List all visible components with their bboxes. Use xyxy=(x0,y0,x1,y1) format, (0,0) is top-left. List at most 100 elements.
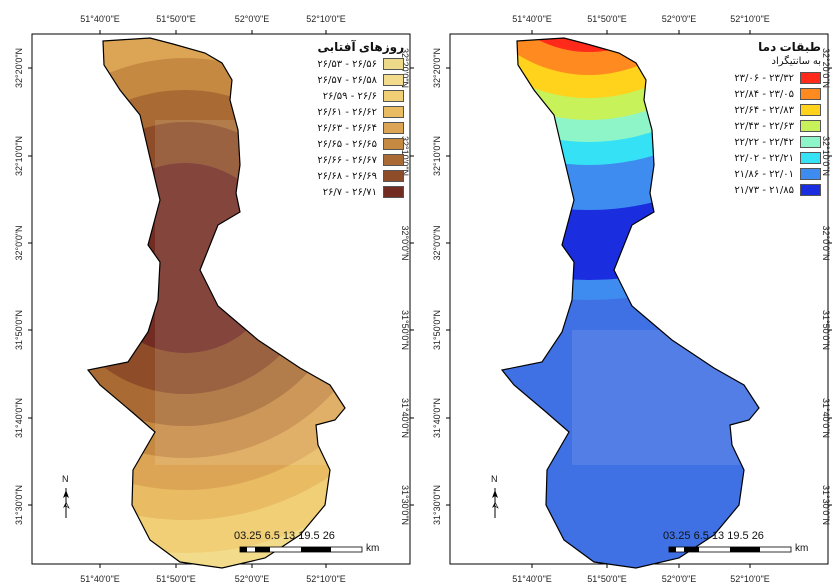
legend-label: ۲۶/۶ - ۲۶/۵۹ xyxy=(322,90,377,102)
lat-tick-right: 32°0'0"N xyxy=(821,225,831,260)
legend-item: ۲۳/۳۲ - ۲۳/۰۶ xyxy=(734,70,821,86)
lon-tick-top: 52°10'0"E xyxy=(306,14,346,24)
legend-label: ۲۶/۶۴ - ۲۶/۶۳ xyxy=(317,122,377,134)
lon-tick-top: 52°10'0"E xyxy=(730,14,770,24)
scale-bar xyxy=(668,546,792,553)
legend-swatch xyxy=(800,120,821,132)
legend-title: طبقات دما xyxy=(758,40,821,54)
temperature-map: 51°40'0"E 51°50'0"E 52°0'0"E 52°10'0"E 5… xyxy=(417,0,833,588)
lat-tick-right: 31°30'0"N xyxy=(400,485,410,525)
lat-tick-left: 31°50'0"N xyxy=(432,310,442,350)
legend-swatch xyxy=(800,104,821,116)
lon-tick-bottom: 51°40'0"E xyxy=(80,574,120,584)
legend-label: ۲۲/۲۱ - ۲۲/۰۲ xyxy=(734,152,794,164)
lon-tick-bottom: 51°40'0"E xyxy=(512,574,552,584)
lat-tick-right: 32°0'0"N xyxy=(400,225,410,260)
legend-label: ۲۱/۸۵ - ۲۱/۷۳ xyxy=(734,184,794,196)
lat-tick-right: 31°40'0"N xyxy=(400,398,410,438)
legend-item: ۲۳/۰۵ - ۲۲/۸۴ xyxy=(734,86,821,102)
legend-item: ۲۶/۶۲ - ۲۶/۶۱ xyxy=(317,104,404,120)
legend-swatch xyxy=(800,152,821,164)
legend-label: ۲۶/۵۸ - ۲۶/۵۷ xyxy=(317,74,377,86)
temperature-legend: طبقات دما به سانتیگراد ۲۳/۳۲ - ۲۳/۰۶ ۲۳/… xyxy=(734,40,821,198)
lat-tick-left: 32°20'0"N xyxy=(432,48,442,88)
legend-label: ۲۶/۵۶ - ۲۶/۵۳ xyxy=(317,58,377,70)
legend-label: ۲۶/۶۲ - ۲۶/۶۱ xyxy=(317,106,377,118)
north-label: N xyxy=(62,474,69,484)
legend-label: ۲۶/۶۹ - ۲۶/۶۸ xyxy=(317,170,377,182)
region-boundary xyxy=(86,37,346,569)
lon-tick-bottom: 51°50'0"E xyxy=(587,574,627,584)
lat-tick-left: 32°0'0"N xyxy=(14,225,24,260)
lat-tick-left: 31°50'0"N xyxy=(14,310,24,350)
legend-label: ۲۲/۸۳ - ۲۲/۶۴ xyxy=(734,104,794,116)
legend-item: ۲۲/۰۱ - ۲۱/۸۶ xyxy=(734,166,821,182)
legend-label: ۲۲/۴۲ - ۲۲/۲۲ xyxy=(734,136,794,148)
lat-tick-right: 32°20'0"N xyxy=(821,48,831,88)
legend-swatch xyxy=(800,136,821,148)
legend-item: ۲۲/۸۳ - ۲۲/۶۴ xyxy=(734,102,821,118)
legend-item: ۲۶/۷۱ - ۲۶/۷ xyxy=(317,184,404,200)
lat-tick-left: 32°10'0"N xyxy=(14,136,24,176)
lat-tick-left: 31°40'0"N xyxy=(432,398,442,438)
legend-swatch xyxy=(383,186,404,198)
lat-tick-left: 32°20'0"N xyxy=(14,48,24,88)
legend-label: ۲۳/۳۲ - ۲۳/۰۶ xyxy=(734,72,794,84)
lat-tick-left: 32°10'0"N xyxy=(432,136,442,176)
legend-subtitle: به سانتیگراد xyxy=(771,56,821,67)
lon-tick-bottom: 52°0'0"E xyxy=(662,574,697,584)
legend-title: روزهای آفتابی xyxy=(317,40,404,54)
legend-item: ۲۲/۴۲ - ۲۲/۲۲ xyxy=(734,134,821,150)
sunny-days-legend: روزهای آفتابی ۲۶/۵۶ - ۲۶/۵۳ ۲۶/۵۸ - ۲۶/۵… xyxy=(317,40,404,200)
lat-tick-right: 32°10'0"N xyxy=(821,136,831,176)
lat-tick-right: 31°40'0"N xyxy=(821,398,831,438)
lat-tick-right: 32°20'0"N xyxy=(400,48,410,88)
legend-swatch xyxy=(383,74,404,86)
lat-tick-left: 31°30'0"N xyxy=(432,485,442,525)
legend-swatch xyxy=(800,88,821,100)
scale-bar-unit: km xyxy=(366,543,380,554)
scale-bar-unit: km xyxy=(795,543,809,554)
legend-item: ۲۶/۶۴ - ۲۶/۶۳ xyxy=(317,120,404,136)
legend-item: ۲۱/۸۵ - ۲۱/۷۳ xyxy=(734,182,821,198)
legend-swatch xyxy=(383,122,404,134)
lat-tick-left: 31°40'0"N xyxy=(14,398,24,438)
legend-label: ۲۲/۶۳ - ۲۲/۴۳ xyxy=(734,120,794,132)
legend-swatch xyxy=(800,184,821,196)
legend-item: ۲۶/۵۸ - ۲۶/۵۷ xyxy=(317,72,404,88)
lon-tick-top: 51°40'0"E xyxy=(80,14,120,24)
lat-tick-left: 31°30'0"N xyxy=(14,485,24,525)
legend-swatch xyxy=(800,72,821,84)
legend-swatch xyxy=(383,90,404,102)
legend-label: ۲۳/۰۵ - ۲۲/۸۴ xyxy=(734,88,794,100)
legend-swatch xyxy=(383,170,404,182)
lon-tick-top: 52°0'0"E xyxy=(235,14,270,24)
north-label: N xyxy=(491,474,498,484)
lon-tick-bottom: 52°10'0"E xyxy=(730,574,770,584)
scale-bar-numbers: 03.25 6.5 13 19.5 26 xyxy=(234,530,335,542)
legend-swatch xyxy=(383,106,404,118)
lon-tick-top: 51°50'0"E xyxy=(587,14,627,24)
lon-tick-top: 51°40'0"E xyxy=(512,14,552,24)
legend-swatch xyxy=(383,58,404,70)
lon-tick-top: 51°50'0"E xyxy=(156,14,196,24)
legend-item: ۲۶/۶۵ - ۲۶/۶۵ xyxy=(317,136,404,152)
legend-item: ۲۶/۵۶ - ۲۶/۵۳ xyxy=(317,56,404,72)
legend-label: ۲۲/۰۱ - ۲۱/۸۶ xyxy=(734,168,794,180)
scale-bar xyxy=(239,546,363,553)
scale-bar-numbers: 03.25 6.5 13 19.5 26 xyxy=(663,530,764,542)
legend-swatch xyxy=(383,154,404,166)
legend-swatch xyxy=(800,168,821,180)
lon-tick-bottom: 52°10'0"E xyxy=(306,574,346,584)
region-boundary xyxy=(500,37,760,569)
lat-tick-left: 32°0'0"N xyxy=(432,225,442,260)
legend-label: ۲۶/۶۷ - ۲۶/۶۶ xyxy=(317,154,377,166)
north-arrow-icon xyxy=(63,488,70,518)
legend-item: ۲۲/۲۱ - ۲۲/۰۲ xyxy=(734,150,821,166)
north-arrow-icon xyxy=(492,488,499,518)
lat-tick-right: 32°10'0"N xyxy=(400,136,410,176)
legend-label: ۲۶/۶۵ - ۲۶/۶۵ xyxy=(317,138,377,150)
lat-tick-right: 31°50'0"N xyxy=(821,310,831,350)
legend-label: ۲۶/۷۱ - ۲۶/۷ xyxy=(322,186,377,198)
lon-tick-bottom: 52°0'0"E xyxy=(235,574,270,584)
